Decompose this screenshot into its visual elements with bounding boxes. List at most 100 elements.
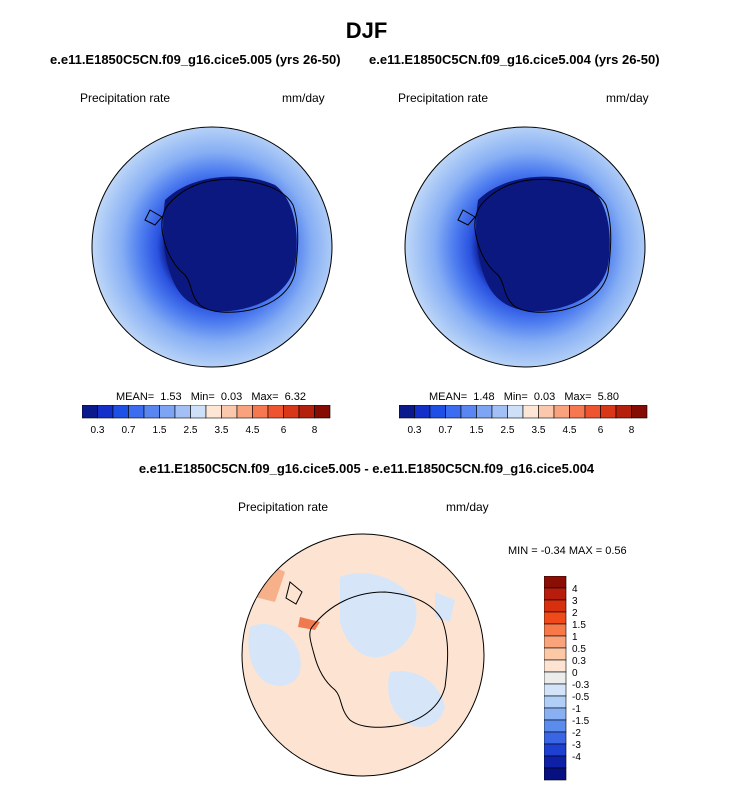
left-colorbar-box: [298, 405, 315, 419]
left-mean-value: 1.53: [160, 391, 182, 403]
difference-colorbar-box: [544, 695, 567, 709]
right-colorbar-tick-label: 4.5: [563, 425, 577, 436]
left-colorbar-box: [159, 405, 176, 419]
right-colorbar-tick-label: 0.3: [408, 425, 422, 436]
right-colorbar-box: [631, 405, 648, 419]
right-max-value: 5.80: [597, 391, 619, 403]
right-colorbar-box: [615, 405, 632, 419]
right-colorbar-box: [538, 405, 555, 419]
difference-colorbar-tick-label: -2: [572, 728, 581, 739]
right-colorbar-box: [507, 405, 524, 419]
difference-colorbar-tick-label: -0.5: [572, 692, 590, 703]
right-colorbar-box: [460, 405, 477, 419]
difference-colorbar-box: [544, 623, 567, 637]
difference-colorbar-tick-label: 0.3: [572, 656, 586, 667]
difference-colorbar-tick-label: -1: [572, 704, 581, 715]
right-polar-map: [404, 126, 646, 368]
right-units-label: mm/day: [606, 91, 649, 105]
right-min-label: Min=: [503, 391, 528, 403]
difference-colorbar-box: [544, 743, 567, 757]
right-colorbar-box: [445, 405, 462, 419]
left-colorbar: 0.3 0.7 1.5 2.5 3.5 4.5 6 8: [82, 405, 331, 436]
difference-colorbar-tick-label: 0.5: [572, 644, 586, 655]
difference-colorbar-tick-label: 4: [572, 584, 578, 595]
difference-colorbar-box: [544, 767, 567, 781]
left-max-label: Max=: [251, 391, 279, 403]
difference-field-label: Precipitation rate: [238, 500, 329, 514]
difference-colorbar-box: [544, 671, 567, 685]
left-colorbar-box: [112, 405, 129, 419]
right-colorbar-tick-label: 2.5: [501, 425, 515, 436]
difference-colorbar-box: [544, 719, 567, 733]
left-min-label: Min=: [190, 391, 215, 403]
left-colorbar-tick-label: 3.5: [215, 425, 229, 436]
right-colorbar-tick-label: 3.5: [532, 425, 546, 436]
right-mean-label: MEAN=: [429, 391, 468, 403]
left-colorbar-box: [97, 405, 114, 419]
left-colorbar-tick-label: 8: [312, 425, 318, 436]
right-colorbar-box: [553, 405, 570, 419]
left-colorbar-box: [143, 405, 160, 419]
difference-colorbar-box: [544, 576, 567, 589]
difference-colorbar-tick-label: -3: [572, 740, 581, 751]
difference-minmax: MIN = -0.34 MAX = 0.56: [508, 545, 627, 557]
difference-colorbar-tick-label: 3: [572, 596, 578, 607]
left-colorbar-box: [205, 405, 222, 419]
left-colorbar-tick-label: 0.7: [122, 425, 136, 436]
right-colorbar-box: [569, 405, 586, 419]
left-colorbar-tick-label: 6: [281, 425, 287, 436]
left-colorbar-box: [267, 405, 284, 419]
right-max-label: Max=: [564, 391, 592, 403]
difference-colorbar-box: [544, 683, 567, 697]
left-mean-label: MEAN=: [116, 391, 155, 403]
difference-colorbar-tick-label: 2: [572, 608, 578, 619]
difference-polar-map: [241, 533, 485, 777]
right-colorbar-tick-label: 6: [598, 425, 604, 436]
right-stats: MEAN= 1.48 Min= 0.03 Max= 5.80: [429, 391, 625, 403]
right-colorbar-box: [491, 405, 508, 419]
difference-colorbar-tick-label: -1.5: [572, 716, 590, 727]
left-colorbar-box: [236, 405, 253, 419]
right-colorbar-box: [476, 405, 493, 419]
right-colorbar-tick-label: 0.7: [439, 425, 453, 436]
right-colorbar-box: [414, 405, 431, 419]
left-units-label: mm/day: [282, 91, 325, 105]
left-colorbar-tick-label: 0.3: [91, 425, 105, 436]
right-min-value: 0.03: [533, 391, 556, 403]
difference-colorbar-box: [544, 599, 567, 613]
left-colorbar-box: [174, 405, 191, 419]
left-colorbar-box: [221, 405, 238, 419]
difference-title: e.e11.E1850C5CN.f09_g16.cice5.005 - e.e1…: [138, 461, 595, 476]
right-coastline: [457, 178, 612, 313]
left-case-title: e.e11.E1850C5CN.f09_g16.cice5.005 (yrs 2…: [50, 52, 341, 67]
difference-colorbar-tick-label: 1: [572, 632, 578, 643]
right-colorbar: 0.3 0.7 1.5 2.5 3.5 4.5 6 8: [399, 405, 648, 436]
left-max-value: 6.32: [284, 391, 306, 403]
difference-colorbar-tick-label: 0: [572, 668, 578, 679]
left-coastline: [144, 178, 299, 313]
left-colorbar-box: [283, 405, 300, 419]
plot-title: DJF: [345, 18, 388, 43]
left-stats: MEAN= 1.53 Min= 0.03 Max= 6.32: [116, 391, 312, 403]
right-mean-value: 1.48: [473, 391, 495, 403]
left-colorbar-box: [252, 405, 269, 419]
left-polar-map: [91, 126, 333, 368]
difference-colorbar-box: [544, 611, 567, 625]
left-colorbar-tick-label: 4.5: [246, 425, 260, 436]
difference-colorbar-box: [544, 647, 567, 661]
right-colorbar-box: [522, 405, 539, 419]
difference-colorbar-tick-label: -0.3: [572, 680, 590, 691]
right-colorbar-box: [584, 405, 601, 419]
difference-colorbar-box: [544, 635, 567, 649]
difference-colorbar-box: [544, 587, 567, 601]
left-colorbar-box: [82, 405, 98, 419]
left-min-value: 0.03: [220, 391, 243, 403]
difference-colorbar-box: [544, 731, 567, 745]
right-colorbar-box: [600, 405, 617, 419]
difference-colorbar-box: [544, 659, 567, 673]
left-colorbar-box: [314, 405, 331, 419]
difference-colorbar-box: [544, 707, 567, 721]
right-case-title: e.e11.E1850C5CN.f09_g16.cice5.004 (yrs 2…: [369, 52, 660, 67]
difference-colorbar-tick-label: 1.5: [572, 620, 586, 631]
